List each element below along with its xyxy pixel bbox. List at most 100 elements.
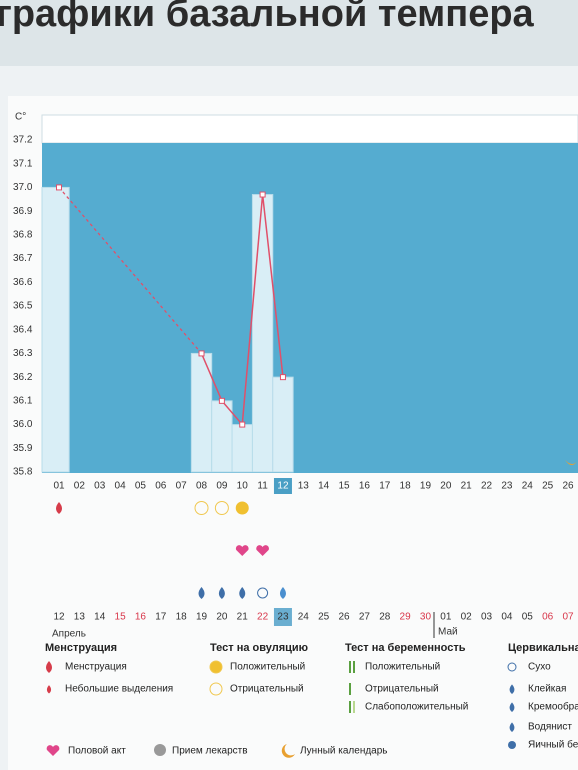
temp-bar [41, 186, 70, 473]
legend-item: Водянист [528, 722, 572, 733]
date-label: 12 [53, 612, 65, 623]
month-label: Май [438, 627, 458, 638]
legend-icon [281, 744, 295, 758]
y-tick-label: 36.8 [13, 229, 33, 240]
date-label: 05 [522, 612, 534, 623]
date-label: 16 [135, 612, 147, 623]
temp-point [218, 397, 225, 404]
legend-item: Клейкая [528, 684, 566, 695]
legend-item: Положительный [365, 662, 440, 673]
legend-item: Отрицательный [230, 684, 304, 695]
page-title: графики базальной темпера [0, 0, 535, 35]
date-label: 13 [74, 612, 86, 623]
date-label: 21 [237, 612, 249, 623]
temp-bar [272, 376, 294, 473]
date-label: 19 [196, 612, 208, 623]
date-label: 20 [216, 612, 228, 623]
legend-icon [46, 661, 52, 673]
legend-item: Слабоположительный [365, 701, 468, 713]
legend-item: Отрицательный [365, 684, 439, 695]
legend-icon [353, 701, 355, 713]
current-day-box [273, 478, 292, 494]
legend-item: Сухо [528, 662, 551, 673]
temp-point [279, 374, 286, 381]
plot-header [41, 114, 578, 144]
x-tick-label: 10 [237, 481, 249, 492]
heart-icon [256, 545, 269, 556]
y-tick-label: 36.7 [13, 253, 33, 264]
x-tick-label: 08 [196, 481, 208, 492]
y-tick-label: 36.4 [13, 324, 33, 335]
temp-point [198, 350, 205, 357]
date-label: 04 [501, 612, 513, 623]
x-tick-label: 19 [420, 481, 432, 492]
x-tick-label: 23 [501, 481, 513, 492]
legend-item: Кремообра [528, 701, 578, 713]
ovulation-negative [214, 501, 229, 515]
ovulation-negative [194, 501, 209, 515]
x-tick-label: 11 [257, 481, 268, 492]
date-label: 14 [94, 612, 106, 623]
y-axis-label: C° [15, 112, 26, 123]
date-label: 07 [562, 612, 574, 623]
legend-icon [349, 683, 351, 695]
egg-white-icon [239, 587, 246, 599]
date-label: 06 [542, 612, 554, 623]
egg-white-icon [218, 587, 225, 599]
temp-point [259, 191, 266, 198]
x-tick-label: 25 [542, 481, 554, 492]
legend-icon [209, 660, 223, 674]
date-label: 23 [277, 612, 289, 623]
y-tick-label: 36.2 [13, 372, 33, 383]
egg-white-icon [198, 587, 205, 599]
temp-bar [251, 194, 274, 473]
y-tick-label: 37.1 [13, 158, 33, 169]
legend-icon [349, 701, 351, 713]
x-tick-label: 16 [359, 481, 371, 492]
y-tick-label: 36.6 [13, 277, 33, 288]
legend-icon [349, 661, 351, 673]
x-tick-label: 02 [74, 481, 86, 492]
y-tick-label: 35.8 [13, 467, 33, 478]
legend-header: Менструация [45, 642, 117, 654]
legend-header: Цервикальна [508, 642, 578, 654]
y-tick-label: 36.0 [13, 419, 33, 430]
y-tick-label: 36.5 [13, 301, 33, 312]
x-tick-label: 12 [277, 481, 289, 492]
date-label: 24 [298, 612, 310, 623]
legend-icon [509, 722, 515, 732]
temp-point [56, 184, 62, 191]
y-tick-label: 36.3 [13, 348, 33, 359]
x-tick-label: 03 [94, 481, 106, 492]
legend-icon [154, 744, 166, 756]
y-tick-label: 37.2 [13, 135, 33, 146]
plot-area [42, 143, 578, 473]
legend-item: Лунный календарь [300, 746, 388, 757]
dry-icon [257, 587, 269, 599]
legend-item: Прием лекарств [172, 746, 248, 757]
temp-bar [231, 424, 253, 473]
x-tick-label: 04 [115, 481, 127, 492]
date-label: 27 [359, 612, 371, 623]
heart-icon [235, 545, 249, 556]
legend-header: Тест на овуляцию [210, 642, 308, 654]
legend-icon [509, 702, 515, 712]
x-tick-label: 22 [481, 481, 493, 492]
y-tick-label: 36.9 [13, 206, 33, 217]
date-label: 25 [318, 612, 330, 623]
x-tick-label: 13 [298, 481, 310, 492]
month-label: Апрель [52, 629, 86, 640]
x-tick-label: 07 [176, 481, 188, 492]
legend-icon [209, 682, 223, 696]
heart-icon [46, 745, 60, 756]
date-label: 28 [379, 612, 391, 623]
legend-item: Яичный бе [528, 739, 578, 751]
legend-header: Тест на беременность [345, 642, 466, 654]
legend-icon [46, 685, 52, 694]
temp-point [239, 421, 246, 428]
x-tick-label: 26 [562, 481, 574, 492]
date-label: 02 [461, 612, 473, 623]
date-label: 30 [420, 612, 432, 623]
menstruation-icon [56, 502, 62, 514]
x-tick-label: 17 [379, 481, 391, 492]
